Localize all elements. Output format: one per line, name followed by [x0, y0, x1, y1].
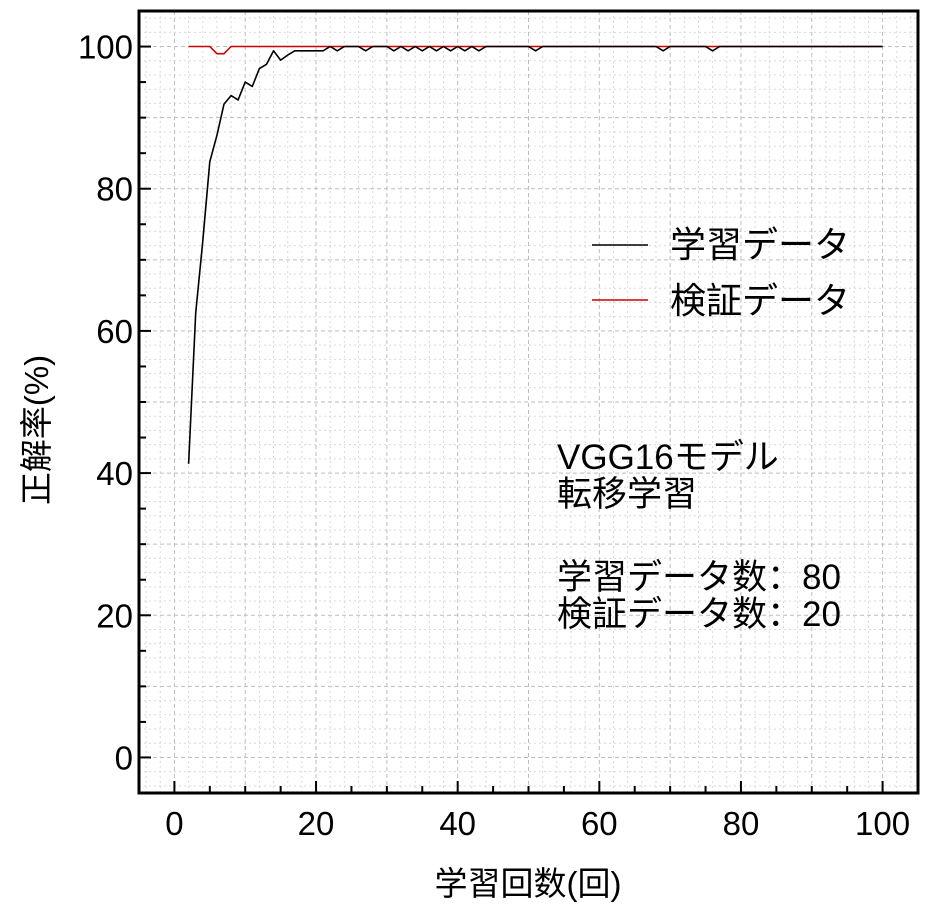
plot-frame	[137, 9, 920, 795]
y-tick-label: 60	[96, 313, 133, 350]
annotation: VGG16モデル 転移学習 学習データ数：80 検証データ数：20	[557, 438, 841, 634]
grid	[139, 11, 918, 793]
x-tick-label: 100	[855, 805, 910, 842]
y-tick-label: 40	[96, 455, 133, 492]
x-tick-label: 60	[581, 805, 618, 842]
series-line-train	[187, 45, 883, 464]
x-tick-label: 40	[439, 805, 476, 842]
y-axis-label: 正解率(%)	[18, 355, 55, 505]
x-tick-label: 80	[723, 805, 760, 842]
x-tick-label: 0	[165, 805, 183, 842]
annotation-val-count: 検証データ数：20	[557, 595, 841, 634]
legend-label-val: 検証データ	[670, 280, 850, 321]
annotation-model: VGG16モデル	[557, 438, 779, 477]
y-tick-label: 80	[96, 171, 133, 208]
y-tick-label: 100	[78, 29, 133, 66]
annotation-method: 転移学習	[557, 475, 697, 514]
series-layer	[187, 45, 883, 464]
y-tick-label: 20	[96, 597, 133, 634]
x-tick-label: 20	[298, 805, 335, 842]
legend-label-train: 学習データ	[670, 224, 850, 265]
x-axis-label: 学習回数(回)	[435, 865, 622, 902]
legend: 学習データ 検証データ	[592, 224, 850, 321]
axis-ticks: 0 20 40 60 80 100 0 20 40 60 80 100	[78, 29, 910, 842]
y-tick-label: 0	[115, 739, 133, 776]
series-line-val	[188, 45, 883, 55]
annotation-train-count: 学習データ数：80	[557, 558, 841, 597]
